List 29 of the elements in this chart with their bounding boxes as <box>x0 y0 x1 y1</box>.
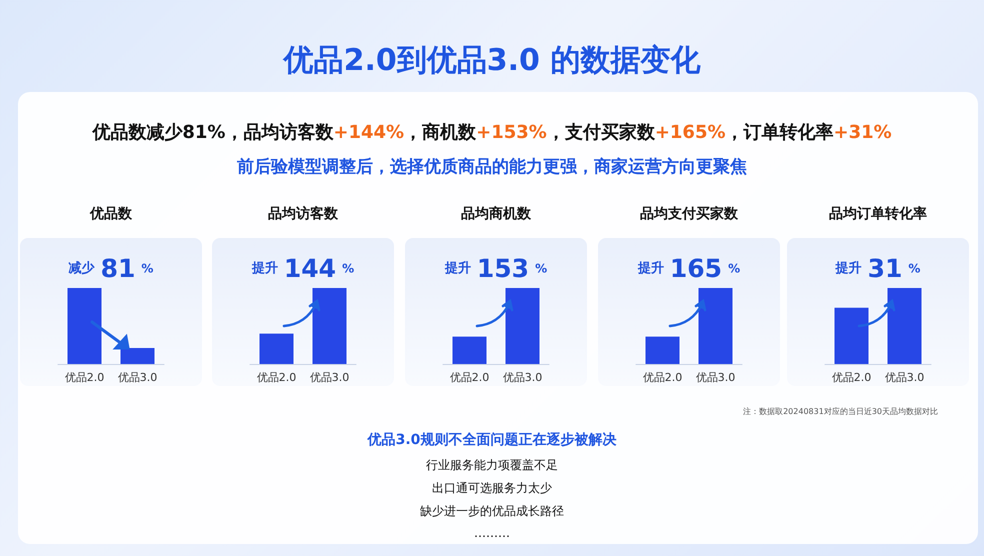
chart-title: 优品数 <box>89 206 133 222</box>
x-tick-label: 优品2.0 <box>450 371 490 384</box>
text: 优品2.0到优品3.0 的数据变化 <box>282 42 702 80</box>
x-tick-label: 优品2.0 <box>64 371 104 384</box>
chart-title: 品均支付买家数 <box>640 205 739 222</box>
text: 提升 165 % <box>636 254 740 283</box>
text: 提升 31 % <box>834 254 920 283</box>
x-tick-label: 优品3.0 <box>118 371 158 384</box>
x-tick-label: 优品2.0 <box>256 371 296 384</box>
text: 出口通可选服务力太少 <box>431 480 553 497</box>
x-tick-label: 优品2.0 <box>832 371 872 384</box>
chart-title: 品均商机数 <box>461 205 532 222</box>
text: 优品数减少81%，品均访客数+144%，商机数+153%，支付买家数+165%，订单转化率+31% <box>92 122 892 143</box>
text: 提升 144 % <box>250 254 354 283</box>
text: 减少 81 % <box>68 254 154 283</box>
x-tick-label: 优品3.0 <box>696 371 736 384</box>
text: ……… <box>473 526 511 540</box>
text: 缺少进一步的优品成长路径 <box>419 503 565 520</box>
x-tick-label: 优品3.0 <box>310 371 350 384</box>
x-tick-label: 优品3.0 <box>884 371 924 384</box>
chart-title: 品均订单转化率 <box>829 205 927 222</box>
text: 行业服务能力项覆盖不足 <box>425 457 559 474</box>
x-tick-label: 优品3.0 <box>502 371 542 384</box>
text: 前后验模型调整后，选择优质商品的能力更强，商家运营方向更聚焦 <box>236 156 748 178</box>
x-tick-label: 优品2.0 <box>642 371 682 384</box>
text: 优品3.0规则不全面问题正在逐步被解决 <box>366 431 618 449</box>
text: 注：数据取20240831对应的当日近30天品均数据对比 <box>743 406 938 417</box>
chart-title: 品均访客数 <box>268 205 339 222</box>
text: 提升 153 % <box>444 254 548 283</box>
